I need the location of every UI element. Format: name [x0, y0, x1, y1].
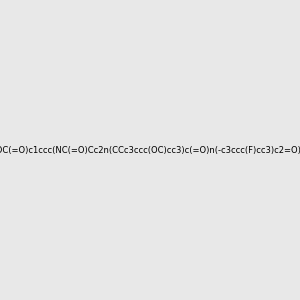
Text: CCOC(=O)c1ccc(NC(=O)Cc2n(CCc3ccc(OC)cc3)c(=O)n(-c3ccc(F)cc3)c2=O)cc1: CCOC(=O)c1ccc(NC(=O)Cc2n(CCc3ccc(OC)cc3)… — [0, 146, 300, 154]
